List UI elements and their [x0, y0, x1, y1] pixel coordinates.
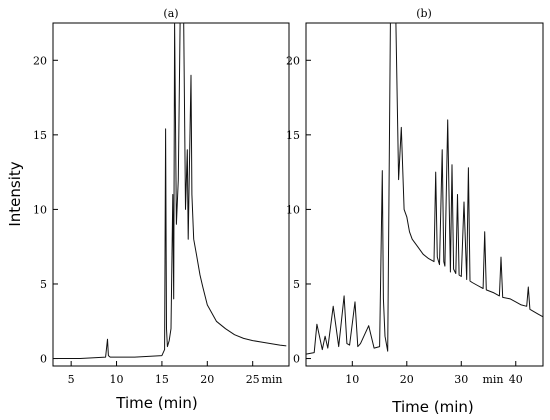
panel-b-x-tick-label: 10	[345, 373, 359, 386]
panel-b-x-unit-label: min	[482, 373, 503, 386]
panel-a: (a) 0 5 10 15 20 5 10 15 20 25 min Time (min)	[33, 7, 290, 412]
panel-b-label: (b)	[416, 7, 432, 20]
panel-b-y-tick-label: 5	[293, 278, 300, 291]
panel-a-series-line	[53, 22, 287, 359]
panel-a-x-axis-title: Time (min)	[115, 394, 197, 412]
panel-a-x-tick-label: 5	[68, 373, 75, 386]
panel-a-y-tick-label: 20	[33, 54, 47, 67]
panel-a-label: (a)	[163, 7, 178, 20]
panel-b-x-axis: 10 20 30 40	[345, 361, 523, 386]
panel-a-frame	[52, 22, 290, 367]
panel-a-x-tick-label: 20	[200, 373, 214, 386]
panel-b-y-tick-label: 10	[286, 203, 300, 216]
panel-a-y-tick-label: 10	[33, 203, 47, 216]
panel-b-x-tick-label: 30	[454, 373, 468, 386]
panel-b-x-tick-label: 40	[509, 373, 523, 386]
panel-a-x-unit-label: min	[261, 373, 282, 386]
panel-b-y-tick-label: 15	[286, 129, 300, 142]
panel-a-y-tick-label: 5	[40, 278, 47, 291]
panel-a-x-tick-label: 25	[246, 373, 260, 386]
panel-b-y-tick-label: 20	[286, 54, 300, 67]
panel-b-y-tick-label: 0	[293, 353, 300, 366]
y-axis-title: Intensity	[6, 161, 24, 226]
panel-a-y-tick-label: 0	[40, 353, 47, 366]
panel-a-y-axis: 0 5 10 15 20	[33, 54, 58, 366]
panel-b-x-axis-title: Time (min)	[391, 398, 473, 416]
panel-b-y-axis: 0 5 10 15 20	[286, 54, 311, 366]
panel-a-x-axis: 5 10 15 20 25	[68, 361, 260, 386]
panel-b-frame	[305, 22, 544, 367]
panel-b-series-line	[305, 22, 544, 355]
panel-b-x-tick-label: 20	[400, 373, 414, 386]
panel-b: (b) 0 5 10 15 20 10 20 30 40 min Time (min)	[286, 7, 544, 416]
panel-a-x-tick-label: 15	[155, 373, 169, 386]
panel-a-x-tick-label: 10	[110, 373, 124, 386]
panel-a-y-tick-label: 15	[33, 129, 47, 142]
